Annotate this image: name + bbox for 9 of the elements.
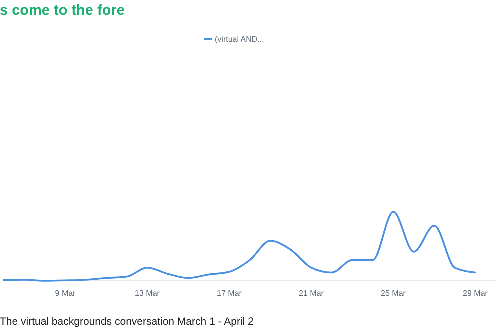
x-tick-label: 29 Mar <box>463 289 488 298</box>
x-tick-label: 13 Mar <box>135 289 160 298</box>
text: The virtual backgrounds conversation March 1 - April 2 <box>0 316 254 328</box>
x-tick-label: 17 Mar <box>217 289 242 298</box>
x-tick-label: 21 Mar <box>299 289 324 298</box>
x-tick-label: 9 Mar <box>55 289 76 298</box>
legend-label: (virtual AND... <box>215 35 264 44</box>
x-tick-label: 25 Mar <box>381 289 406 298</box>
chart-title: s come to the fore <box>0 3 125 19</box>
